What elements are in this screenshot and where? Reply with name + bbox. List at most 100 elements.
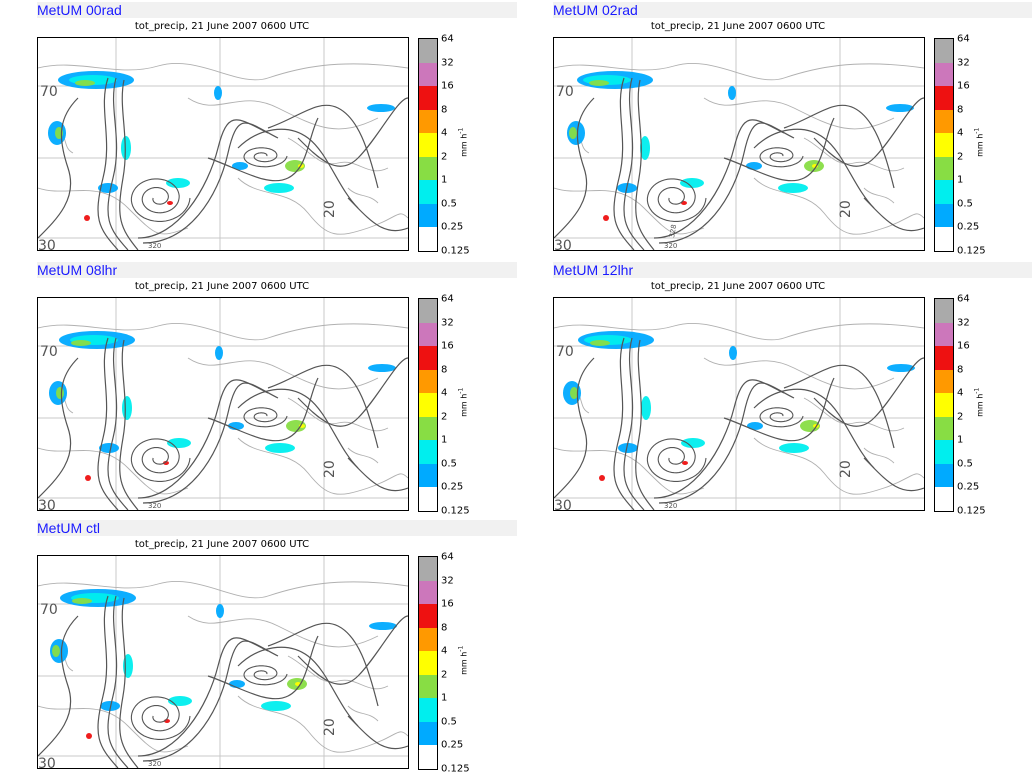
colorbar-segment [935, 440, 953, 465]
colorbar-level-label: 2 [957, 151, 964, 163]
colorbar-segment [935, 62, 953, 87]
panel-header [553, 2, 1032, 18]
theta-contour [863, 197, 924, 232]
contour-label: 320 [148, 242, 161, 250]
colorbar-level-label: 0.5 [441, 716, 457, 728]
precip-blob [682, 461, 688, 465]
colorbar-segment [419, 745, 437, 769]
precip-blob [778, 183, 808, 193]
colorbar-level-label: 64 [441, 551, 454, 563]
colorbar-segment [935, 463, 953, 488]
theta-contour [863, 457, 924, 492]
map-panel-02rad: MetUM 02rad tot_precip, 21 June 2007 060… [553, 2, 1032, 264]
colorbar-unit-text: mm h [975, 393, 985, 417]
colorbar-level-label: 16 [441, 598, 454, 610]
precip-blob [264, 183, 294, 193]
coastline-path [703, 97, 895, 130]
colorbar [418, 298, 438, 512]
precip-blob [641, 396, 651, 420]
map-frame: 70 20 30 320 [37, 555, 409, 769]
colorbar-level-label: 4 [441, 387, 448, 399]
panel-subtitle: tot_precip, 21 June 2007 0600 UTC [134, 281, 310, 292]
contour-label: 320 [148, 760, 161, 768]
precip-blob [368, 364, 396, 372]
theta-contour [142, 382, 279, 504]
colorbar-segment [935, 180, 953, 205]
precip-blob [729, 346, 737, 360]
map-labels: 70 20 30 320 [38, 84, 338, 250]
precip-blob [163, 461, 169, 465]
theta-contour [267, 104, 379, 189]
theta-contour [347, 197, 408, 232]
map-labels: 70 20 30 320 [38, 602, 338, 768]
colorbar-level-label: 1 [441, 174, 448, 186]
theta-contour [237, 388, 359, 469]
colorbar-unit-exponent: -1 [457, 127, 465, 134]
latitude-label-70: 70 [40, 344, 58, 360]
colorbar-level-label: 1 [957, 174, 964, 186]
coastline-path [187, 97, 379, 130]
latitude-label-20: 20 [322, 460, 338, 478]
precip-blob [681, 438, 705, 448]
lat-lon-grid [38, 298, 408, 510]
colorbar-level-label: 1 [441, 434, 448, 446]
colorbar-segment [419, 651, 437, 676]
precip-blob [599, 475, 605, 481]
theta-contour [237, 646, 359, 727]
colorbar-segment [419, 156, 437, 181]
vortex-contour [759, 407, 804, 428]
colorbar-level-label: 0.125 [441, 245, 470, 257]
theta-contour [107, 595, 129, 768]
map-panel-00rad: MetUM 00rad tot_precip, 21 June 2007 060… [37, 2, 517, 264]
colorbar-segment [419, 674, 437, 699]
panel-header [37, 520, 517, 536]
theta-contour [297, 97, 408, 167]
theta-contour [97, 337, 119, 510]
theta-contour [107, 337, 129, 510]
colorbar-level-label: 16 [441, 80, 454, 92]
colorbar-level-label: 8 [441, 104, 448, 116]
theta-contour [97, 595, 119, 768]
coastline-path [347, 705, 379, 722]
theta-contour [207, 635, 319, 700]
theta-contour [783, 104, 895, 189]
colorbar-level-label: 0.5 [441, 458, 457, 470]
colorbar-level-label: 16 [957, 80, 970, 92]
precip-blob [166, 178, 190, 188]
theta-contour [813, 97, 924, 167]
precip-blob [680, 178, 704, 188]
precip-blob [122, 396, 132, 420]
precip-blob [121, 136, 131, 160]
precip-map: 70 20 30 320 [38, 298, 408, 510]
map-panel-12lhr: MetUM 12lhr tot_precip, 21 June 2007 060… [553, 262, 1032, 524]
coastline-path [287, 655, 389, 690]
colorbar-level-label: 0.5 [441, 198, 457, 210]
colorbar [934, 298, 954, 512]
colorbar-level-label: 2 [441, 411, 448, 423]
colorbar-level-label: 0.5 [957, 458, 973, 470]
coastline-path [554, 322, 924, 341]
colorbar-level-label: 4 [957, 387, 964, 399]
theta-contour [267, 364, 379, 449]
colorbar-segment [419, 62, 437, 87]
theta-contours [38, 337, 408, 510]
precip-blob [52, 645, 60, 657]
precip-field [567, 71, 914, 221]
theta-contours [38, 595, 408, 768]
colorbar-level-label: 8 [957, 364, 964, 376]
theta-contour [783, 364, 895, 449]
colorbar-segment [419, 440, 437, 465]
map-frame: 70 20 30 320 328 [553, 37, 925, 251]
colorbar-level-label: 32 [441, 57, 454, 69]
colorbar-level-label: 0.25 [441, 221, 464, 233]
theta-contour [653, 119, 785, 239]
colorbar-segment [419, 557, 437, 582]
precip-blob [214, 86, 222, 100]
map-labels: 70 20 30 320 [38, 344, 338, 510]
theta-contours [38, 77, 408, 250]
colorbar-unit-exponent: -1 [973, 387, 981, 394]
vortex-contour [243, 665, 288, 686]
theta-contour [207, 117, 319, 182]
colorbar-segment [419, 463, 437, 488]
precip-blob [84, 215, 90, 221]
